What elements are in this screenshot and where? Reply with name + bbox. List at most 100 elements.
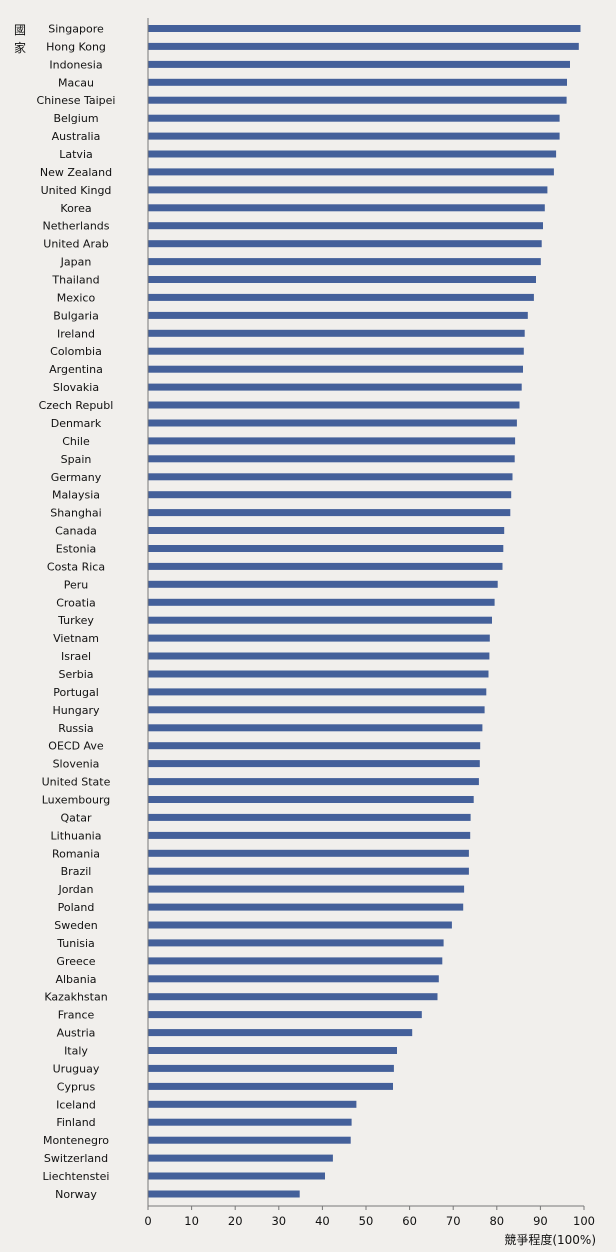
category-label: Montenegro (43, 1134, 109, 1147)
category-label: Korea (60, 202, 91, 215)
category-label: Romania (52, 847, 100, 860)
bar-luxembourg (148, 796, 474, 803)
bar-singapore (148, 25, 581, 32)
category-label: Thailand (51, 274, 99, 287)
bar-estonia (148, 545, 504, 552)
bar-greece (148, 957, 443, 965)
category-label: Ireland (57, 327, 95, 340)
bar-australia (148, 132, 560, 140)
x-tick-label: 60 (402, 1214, 417, 1228)
category-label: Malaysia (52, 489, 100, 502)
x-tick-label: 100 (573, 1214, 595, 1228)
bar-argentina (148, 365, 523, 373)
category-label: Qatar (61, 811, 92, 824)
bar-jordan (148, 885, 465, 893)
category-label: Finland (56, 1116, 95, 1129)
bar-germany (148, 473, 513, 481)
bar-uruguay (148, 1064, 394, 1072)
x-tick-label: 90 (533, 1214, 548, 1228)
bar-france (148, 1011, 422, 1019)
category-label: Albania (55, 973, 96, 986)
category-label: Mexico (57, 291, 96, 304)
bar-hong-kong (148, 42, 579, 50)
bar-united-arab (148, 240, 542, 248)
category-label: Argentina (49, 363, 103, 376)
bar-spain (148, 455, 515, 463)
category-label: Brazil (61, 865, 92, 878)
category-label: Uruguay (53, 1062, 100, 1075)
category-label: Chinese Taipei (37, 94, 116, 107)
bar-israel (148, 652, 490, 660)
category-label: Kazakhstan (44, 991, 107, 1004)
bar-mexico (148, 293, 534, 301)
bar-canada (148, 527, 505, 534)
bar-liechtenstei (148, 1172, 325, 1180)
bar-tunisia (148, 939, 444, 947)
x-tick-label: 10 (184, 1214, 199, 1228)
category-label: Vietnam (53, 632, 99, 645)
category-label: Shanghai (50, 507, 101, 520)
category-label: Spain (61, 453, 92, 466)
bar-brazil (148, 867, 469, 875)
category-label: Latvia (59, 148, 93, 161)
x-tick-label: 50 (359, 1214, 374, 1228)
bar-malaysia (148, 491, 512, 499)
y-axis-title-char-1: 國 (14, 23, 26, 37)
category-label: Netherlands (42, 220, 109, 233)
bar-russia (148, 724, 483, 732)
bar-chinese-taipei (148, 96, 567, 104)
x-tick-label: 40 (315, 1214, 330, 1228)
bar-croatia (148, 598, 495, 606)
category-label: Norway (55, 1188, 97, 1201)
bar-costa-rica (148, 562, 503, 570)
bar-united-kingd (148, 186, 548, 194)
bars (148, 25, 581, 1198)
category-label: Poland (58, 901, 95, 914)
y-axis-title-char-2: 家 (14, 40, 26, 55)
category-labels: Singapore Hong Kong Indonesia Macau Chinese … (37, 23, 116, 1202)
category-label: Hong Kong (46, 40, 106, 53)
category-label: Iceland (56, 1098, 96, 1111)
category-label: Portugal (53, 686, 99, 699)
bar-lithuania (148, 831, 471, 839)
category-label: Estonia (56, 543, 97, 556)
bar-bulgaria (148, 311, 528, 319)
x-axis-ticks: 0 10 20 30 40 50 60 70 80 90 100 (144, 1206, 595, 1228)
category-label: New Zealand (40, 166, 112, 179)
category-label: Singapore (48, 23, 104, 36)
bar-latvia (148, 150, 557, 158)
bar-sweden (148, 921, 452, 929)
x-tick-label: 30 (271, 1214, 286, 1228)
category-label: Switzerland (44, 1152, 108, 1165)
bar-colombia (148, 347, 524, 355)
bar-new-zealand (148, 168, 554, 176)
category-label: Canada (55, 525, 97, 538)
bar-finland (148, 1118, 352, 1126)
bar-austria (148, 1029, 413, 1037)
bar-slovenia (148, 760, 480, 768)
bar-belgium (148, 114, 560, 122)
bar-montenegro (148, 1136, 351, 1144)
category-label: United Kingd (41, 184, 112, 197)
category-label: Liechtenstei (43, 1170, 110, 1183)
bar-shanghai (148, 509, 511, 517)
category-label: Slovakia (53, 381, 99, 394)
bar-switzerland (148, 1154, 333, 1162)
category-label: Peru (64, 578, 89, 591)
bar-iceland (148, 1100, 357, 1108)
bar-thailand (148, 276, 536, 283)
category-label: Sweden (54, 919, 97, 932)
category-label: Croatia (56, 596, 96, 609)
category-label: Cyprus (57, 1080, 96, 1093)
bar-serbia (148, 670, 489, 678)
category-label: Japan (60, 256, 92, 269)
category-label: Austria (57, 1027, 96, 1040)
category-label: Italy (64, 1045, 88, 1058)
category-label: Chile (62, 435, 90, 448)
bar-albania (148, 975, 439, 983)
category-label: Tunisia (56, 937, 95, 950)
bar-romania (148, 849, 469, 857)
bar-norway (148, 1190, 300, 1198)
bar-slovakia (148, 383, 522, 391)
bar-hungary (148, 706, 485, 714)
